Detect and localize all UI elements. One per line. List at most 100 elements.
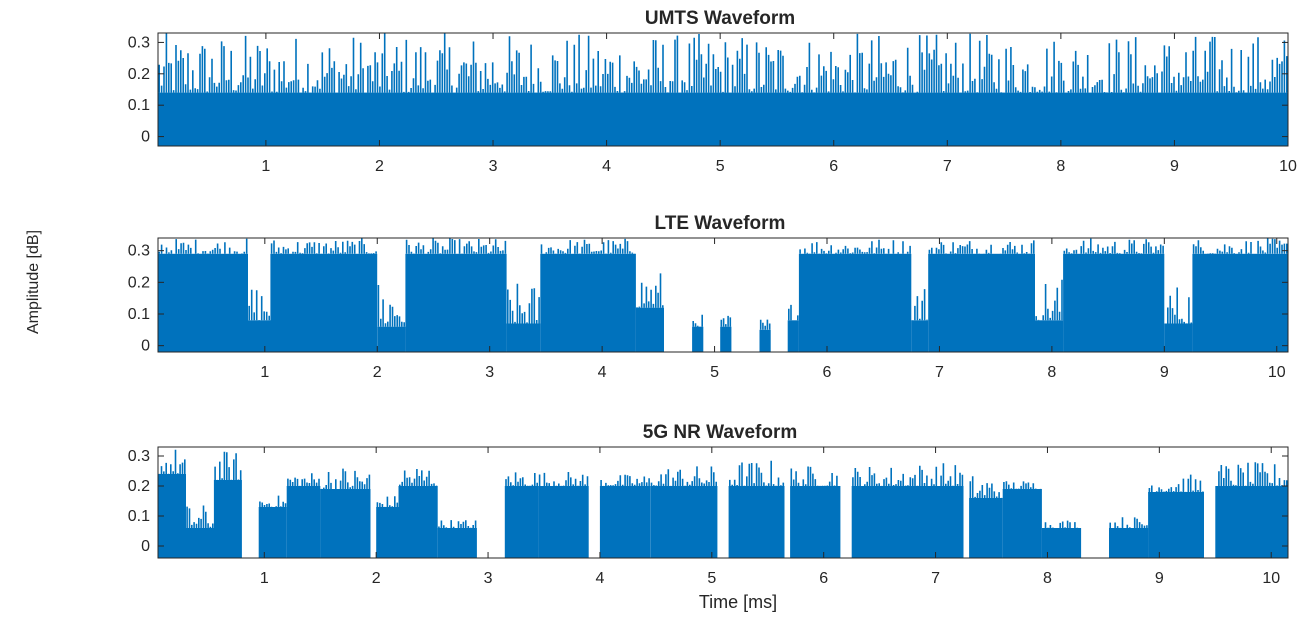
lte-waveform-bar-segment bbox=[405, 253, 507, 352]
5g-nr-plot-frame bbox=[157, 446, 1289, 559]
lte-waveform-bar-spikes bbox=[928, 240, 1035, 254]
5g-nr-x-tick-label: 2 bbox=[372, 570, 381, 587]
lte-waveform-bar-spikes bbox=[377, 285, 405, 327]
lte-waveform-bar-spikes bbox=[270, 238, 377, 254]
lte-bar-series bbox=[158, 238, 1288, 352]
5g-nr-waveform-bar-segment bbox=[1109, 528, 1149, 558]
5g-nr-waveform-bar-spikes bbox=[259, 495, 287, 507]
5g-nr-waveform-bar-spikes bbox=[399, 469, 438, 486]
lte-waveform-bar-segment bbox=[720, 326, 732, 352]
lte-waveform-bar-segment bbox=[798, 253, 912, 352]
umts-waveform-bar-segment bbox=[158, 92, 1288, 146]
lte-waveform-bar-segment bbox=[1063, 253, 1165, 352]
5g-nr-waveform-bar-spikes bbox=[438, 520, 477, 528]
umts-y-tick-label: 0.1 bbox=[128, 97, 150, 114]
5g-nr-x-tick-label: 8 bbox=[1043, 570, 1052, 587]
lte-waveform-bar-segment bbox=[1192, 253, 1288, 352]
5g-nr-x-tick-label: 10 bbox=[1262, 570, 1280, 587]
5g-nr-waveform-bar-segment bbox=[437, 528, 477, 558]
5g-nr-waveform-bar-segment bbox=[376, 507, 399, 558]
5g-nr-waveform-bar-spikes bbox=[186, 505, 214, 528]
umts-x-tick-label: 5 bbox=[716, 158, 725, 175]
lte-waveform-bar-segment bbox=[692, 326, 704, 352]
umts-y-tick-label: 0.2 bbox=[128, 66, 150, 83]
umts-x-tick-label: 1 bbox=[261, 158, 270, 175]
lte-waveform-bar-spikes bbox=[248, 289, 270, 321]
lte-x-tick-label: 10 bbox=[1268, 364, 1286, 381]
5g-nr-waveform-bar-segment bbox=[1002, 489, 1042, 558]
lte-waveform-bar-spikes bbox=[1063, 238, 1164, 254]
5g-nr-waveform-bar-spikes bbox=[650, 466, 717, 486]
5g-nr-x-tick-label: 3 bbox=[484, 570, 493, 587]
lte-waveform-bar-spikes bbox=[1167, 287, 1193, 324]
umts-y-tick-label: 0 bbox=[141, 129, 150, 146]
umts-waveform-panel: UMTS Waveform 1 2 3 4 5 6 7 8 9 10 0 0.1 0.2 0.3 bbox=[128, 8, 1297, 175]
lte-waveform-bar-spikes bbox=[405, 238, 507, 254]
lte-axis-ticks: 1 2 3 4 5 6 7 8 9 10 0 0.1 0.2 0.3 bbox=[128, 238, 1288, 381]
5g-nr-y-tick-label: 0.3 bbox=[128, 448, 150, 465]
lte-x-tick-label: 3 bbox=[485, 364, 494, 381]
5g-nr-x-tick-label: 7 bbox=[931, 570, 940, 587]
5g-nr-waveform-bar-segment bbox=[728, 486, 785, 558]
5g-nr-waveform-bar-spikes bbox=[320, 468, 371, 489]
lte-waveform-bar-spikes bbox=[507, 283, 540, 324]
lte-waveform-bar-segment bbox=[1164, 323, 1193, 352]
lte-x-tick-label: 7 bbox=[935, 364, 944, 381]
5g-nr-y-tick-label: 0.1 bbox=[128, 508, 150, 525]
lte-waveform-bar-spikes bbox=[540, 238, 636, 254]
lte-x-tick-label: 1 bbox=[260, 364, 269, 381]
x-axis-label: Time [ms] bbox=[699, 592, 777, 612]
5g-nr-waveform-bar-spikes bbox=[600, 474, 650, 486]
5g-nr-y-tick-label: 0.2 bbox=[128, 478, 150, 495]
lte-waveform-bar-segment bbox=[635, 307, 664, 352]
5g-nr-waveform-bar-spikes bbox=[902, 463, 964, 486]
umts-x-tick-label: 3 bbox=[489, 158, 498, 175]
lte-waveform-bar-spikes bbox=[1192, 238, 1288, 254]
lte-waveform-bar-spikes bbox=[636, 273, 664, 308]
umts-x-tick-label: 2 bbox=[375, 158, 384, 175]
lte-waveform-bar-segment bbox=[540, 253, 636, 352]
lte-x-tick-label: 5 bbox=[710, 364, 719, 381]
lte-waveform-bar-spikes bbox=[720, 315, 732, 327]
5g-nr-waveform-bar-segment bbox=[286, 486, 321, 558]
lte-plot-frame bbox=[157, 237, 1289, 353]
umts-x-tick-label: 8 bbox=[1056, 158, 1065, 175]
5g-nr-waveform-bar-spikes bbox=[158, 449, 186, 474]
5g-nr-waveform-bar-segment bbox=[398, 486, 438, 558]
5g-nr-axis-ticks: 1 2 3 4 5 6 7 8 9 10 0 0.1 0.2 0.3 bbox=[128, 447, 1288, 587]
lte-waveform-bar-segment bbox=[928, 253, 1035, 352]
lte-waveform-bar-segment bbox=[270, 253, 378, 352]
lte-chart-title: LTE Waveform bbox=[655, 213, 786, 234]
5g-nr-waveform-bar-spikes bbox=[790, 466, 838, 486]
lte-x-tick-label: 2 bbox=[373, 364, 382, 381]
umts-x-tick-label: 4 bbox=[602, 158, 611, 175]
5g-nr-waveform-bar-spikes bbox=[1044, 520, 1079, 528]
figure-y-axis-label: Amplitude [dB] bbox=[25, 230, 42, 334]
5g-nr-y-tick-label: 0 bbox=[141, 538, 150, 555]
5g-nr-waveform-bar-spikes bbox=[1003, 481, 1042, 489]
lte-x-tick-label: 9 bbox=[1160, 364, 1169, 381]
lte-waveform-bar-segment bbox=[787, 320, 799, 352]
lte-waveform-bar-segment bbox=[158, 253, 248, 352]
5g-nr-waveform-bar-spikes bbox=[969, 476, 1003, 498]
5g-nr-waveform-bar-spikes bbox=[1109, 517, 1148, 528]
5g-nr-waveform-bar-segment bbox=[851, 486, 902, 558]
5g-nr-bar-series bbox=[158, 449, 1288, 558]
umts-y-tick-label: 0.3 bbox=[128, 34, 150, 51]
5g-nr-x-tick-label: 6 bbox=[819, 570, 828, 587]
lte-waveform-bar-segment bbox=[911, 320, 929, 352]
lte-waveform-bar-spikes bbox=[788, 304, 799, 321]
lte-x-tick-label: 6 bbox=[823, 364, 832, 381]
lte-waveform-bar-spikes bbox=[799, 239, 911, 254]
5g-nr-waveform-bar-segment bbox=[538, 486, 589, 558]
5g-nr-waveform-bar-spikes bbox=[214, 451, 242, 480]
umts-x-tick-label: 6 bbox=[829, 158, 838, 175]
5g-nr-waveform-bar-segment bbox=[1215, 486, 1288, 558]
5g-nr-waveform-bar-segment bbox=[504, 486, 539, 558]
5g-nr-waveform-bar-spikes bbox=[729, 460, 785, 486]
5g-nr-chart-title: 5G NR Waveform bbox=[643, 422, 798, 443]
5g-nr-waveform-bar-segment bbox=[258, 507, 287, 558]
5g-nr-waveform-bar-spikes bbox=[287, 473, 320, 486]
lte-waveform-bar-spikes bbox=[759, 319, 771, 330]
5g-nr-waveform-bar-segment bbox=[213, 480, 242, 558]
